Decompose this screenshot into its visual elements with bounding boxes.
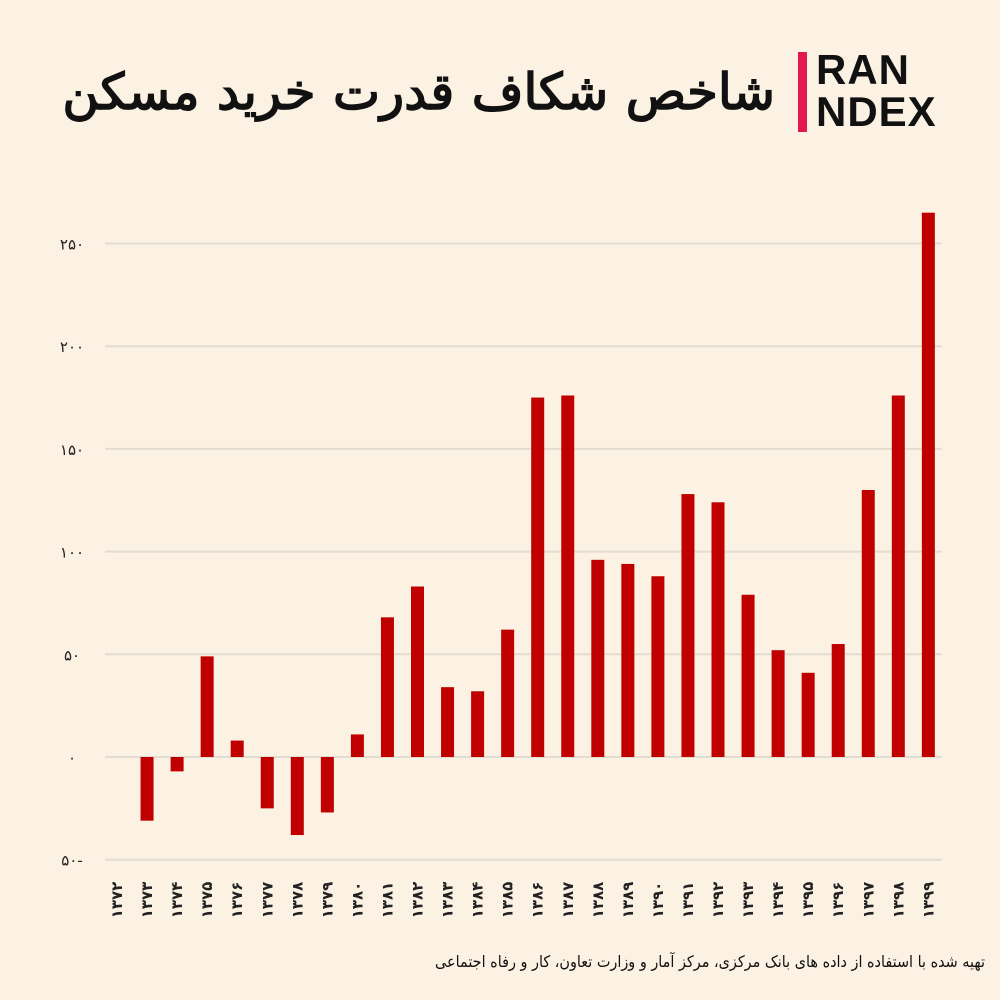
x-tick-label: ۱۳۷۵ bbox=[198, 882, 216, 919]
bar-5 bbox=[260, 757, 274, 809]
bar-8 bbox=[350, 734, 364, 757]
x-tick-label: ۱۳۸۹ bbox=[619, 882, 637, 919]
bar-26 bbox=[891, 395, 905, 757]
x-tick-label: ۱۳۹۸ bbox=[889, 882, 907, 919]
y-tick-label: ۵۰- bbox=[61, 852, 83, 870]
x-tick-label: ۱۳۸۰ bbox=[348, 882, 366, 919]
x-tick-label: ۱۳۸۴ bbox=[469, 882, 487, 919]
bar-9 bbox=[380, 617, 394, 757]
x-tick-label: ۱۳۹۹ bbox=[919, 882, 937, 919]
y-tick-label: ۱۵۰ bbox=[60, 441, 84, 459]
bar-7 bbox=[320, 757, 334, 813]
x-tick-label: ۱۳۸۲ bbox=[409, 882, 427, 919]
x-tick-label: ۱۳۸۱ bbox=[378, 882, 396, 919]
x-tick-label: ۱۳۷۸ bbox=[288, 882, 306, 919]
bar-21 bbox=[741, 594, 755, 757]
logo-line1: RAN bbox=[816, 46, 910, 93]
x-tick-label: ۱۳۷۳ bbox=[138, 882, 156, 919]
bar-20 bbox=[711, 502, 725, 757]
bar-4 bbox=[230, 740, 244, 757]
x-tick-label: ۱۳۷۶ bbox=[228, 882, 246, 919]
x-tick-label: ۱۳۹۵ bbox=[799, 882, 817, 919]
bar-16 bbox=[591, 559, 605, 757]
x-tick-label: ۱۳۹۷ bbox=[859, 882, 877, 919]
source-note: تهیه شده با استفاده از داده های بانک مرک… bbox=[435, 952, 985, 971]
bar-15 bbox=[561, 395, 575, 757]
x-tick-label: ۱۳۷۴ bbox=[168, 882, 186, 919]
bar-10 bbox=[411, 586, 424, 757]
x-tick-label: ۱۳۸۵ bbox=[499, 882, 517, 919]
x-tick-label: ۱۳۸۸ bbox=[589, 882, 607, 919]
x-tick-label: ۱۳۸۷ bbox=[559, 882, 577, 919]
x-tick-label: ۱۳۸۳ bbox=[439, 882, 457, 919]
y-tick-label: ۲۵۰ bbox=[60, 236, 84, 254]
bar-6 bbox=[290, 757, 304, 836]
bar-14 bbox=[531, 397, 545, 757]
x-tick-label: ۱۳۹۳ bbox=[739, 882, 757, 919]
x-tick-label: ۱۳۹۱ bbox=[679, 882, 697, 919]
y-tick-label: ۰ bbox=[68, 749, 76, 767]
bar-24 bbox=[831, 644, 845, 757]
bar-27 bbox=[921, 212, 935, 757]
x-tick-label: ۱۳۹۰ bbox=[649, 882, 667, 919]
bar-12 bbox=[471, 691, 485, 757]
logo-bar bbox=[798, 52, 807, 132]
bar-1 bbox=[140, 757, 154, 821]
bar-23 bbox=[801, 672, 815, 757]
bar-18 bbox=[651, 576, 665, 757]
bar-11 bbox=[441, 687, 455, 757]
x-tick-label: ۱۳۸۶ bbox=[529, 882, 547, 919]
x-tick-label: ۱۳۹۴ bbox=[769, 882, 787, 919]
bar-22 bbox=[771, 650, 785, 757]
iran-index-logo: RAN NDEX bbox=[798, 48, 963, 133]
y-tick-label: ۵۰ bbox=[64, 646, 80, 664]
bar-17 bbox=[621, 563, 635, 757]
bar-19 bbox=[681, 494, 695, 757]
x-tick-label: ۱۳۹۶ bbox=[829, 882, 847, 919]
bar-2 bbox=[170, 757, 184, 772]
bar-25 bbox=[861, 489, 875, 757]
logo-line2: NDEX bbox=[816, 88, 937, 135]
x-tick-label: ۱۳۹۲ bbox=[709, 882, 727, 919]
x-tick-label: ۱۳۷۹ bbox=[318, 882, 336, 919]
y-tick-label: ۱۰۰ bbox=[60, 544, 84, 562]
x-tick-label: ۱۳۷۷ bbox=[258, 882, 276, 919]
y-tick-label: ۲۰۰ bbox=[60, 338, 84, 356]
bar-3 bbox=[200, 656, 214, 757]
x-tick-label: ۱۳۷۲ bbox=[108, 882, 126, 919]
chart-title: شاخص شکاف قدرت خرید مسکن bbox=[62, 62, 776, 121]
bar-13 bbox=[501, 629, 515, 757]
